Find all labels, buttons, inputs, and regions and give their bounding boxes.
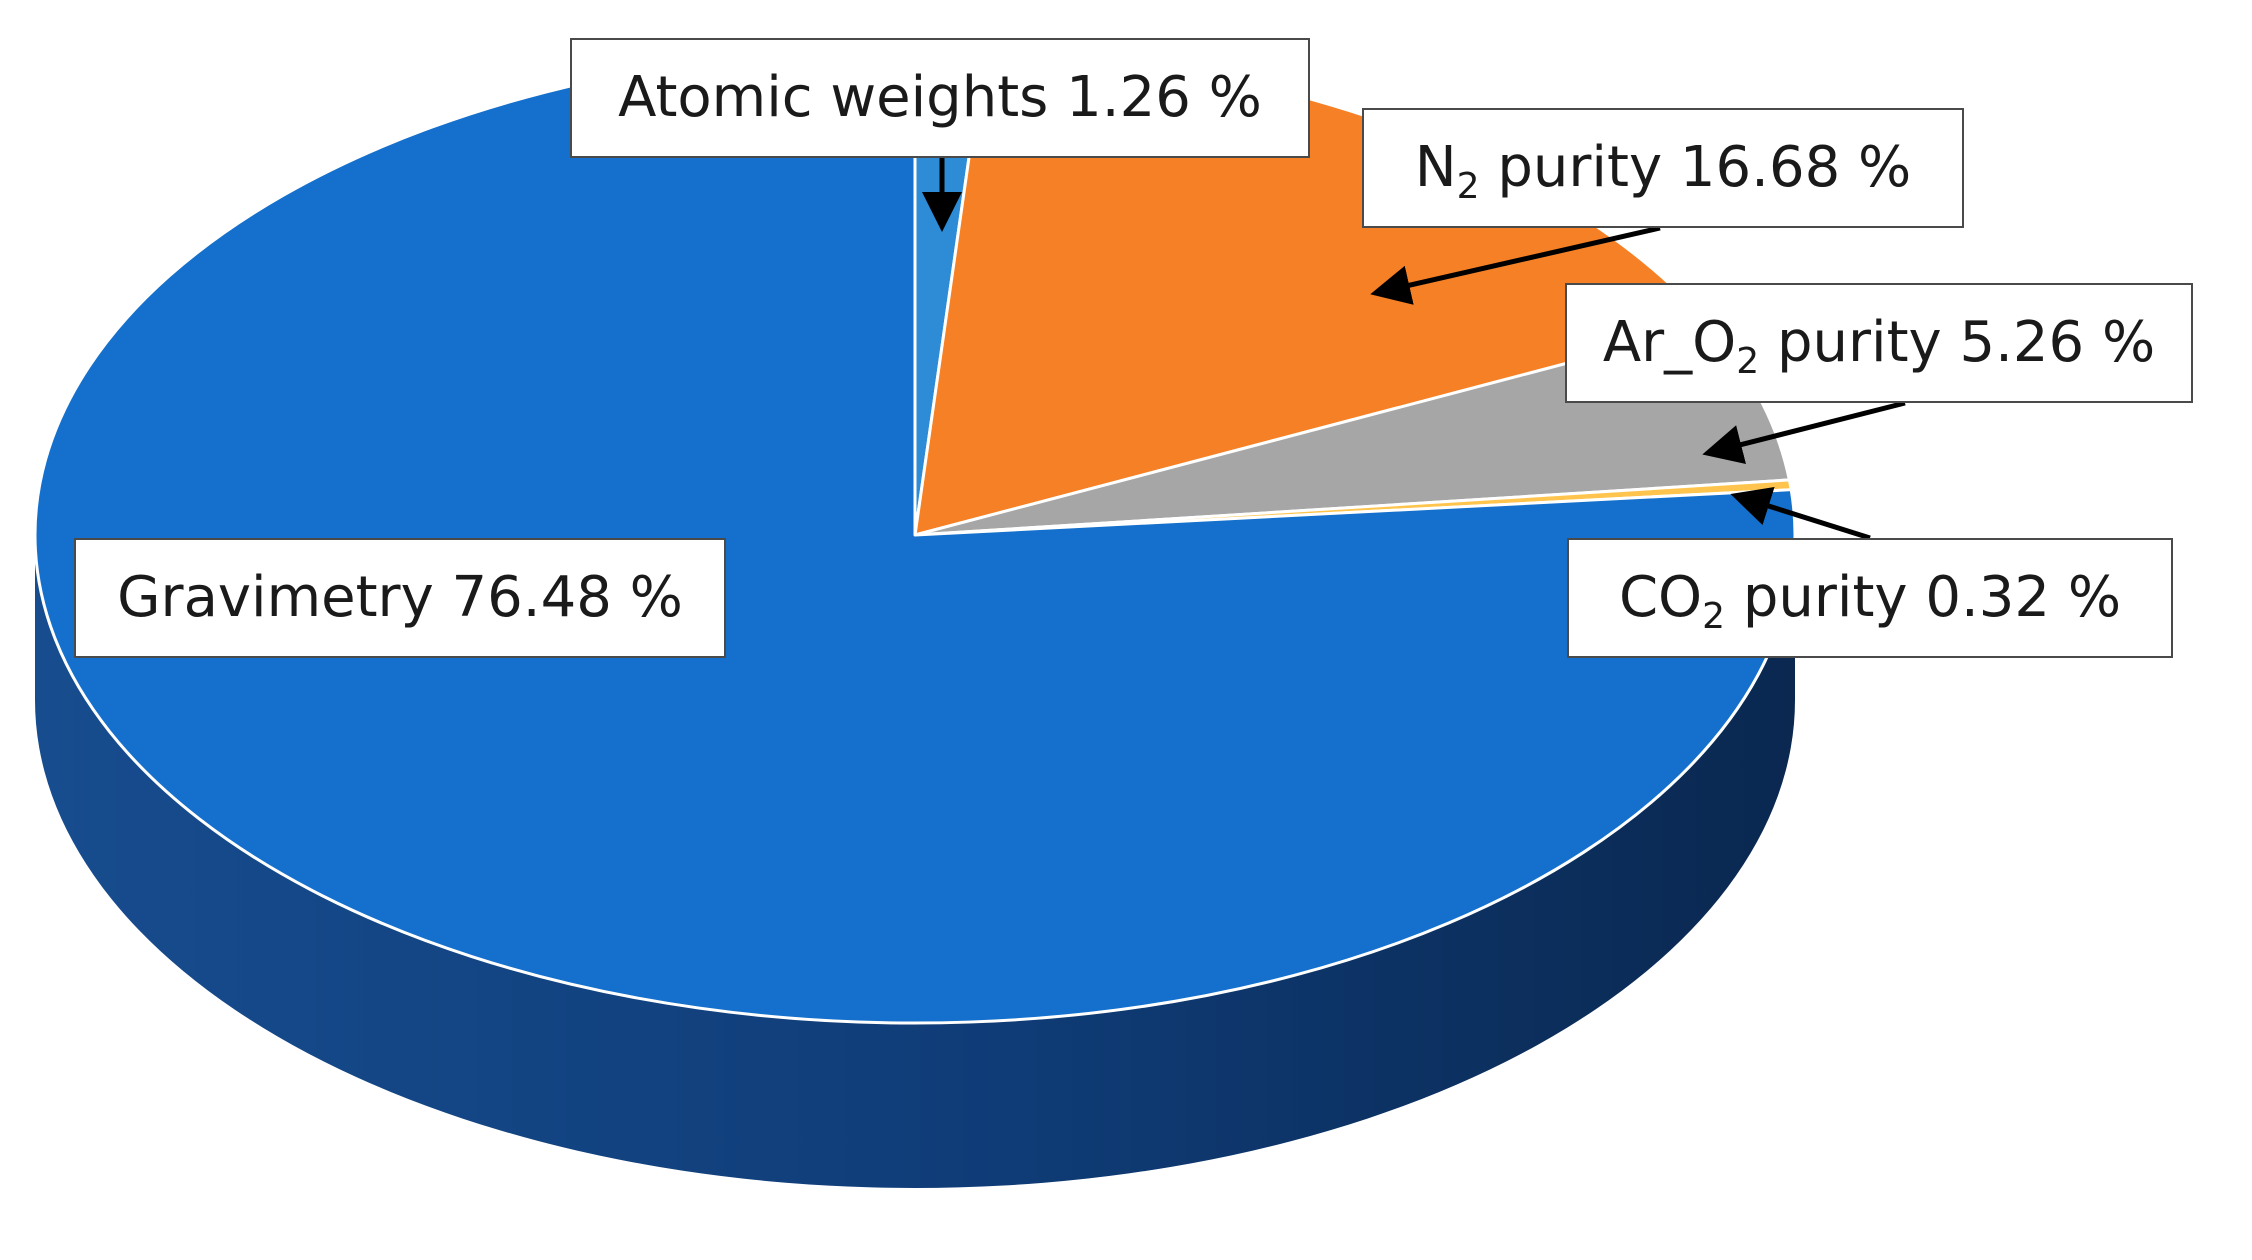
leader-n2-purity: [1370, 225, 1661, 305]
data-label-n2-purity: N2 purity 16.68 %: [1362, 108, 1964, 228]
data-label-text: Gravimetry 76.48 %: [117, 565, 683, 630]
data-label-co2-purity: CO2 purity 0.32 %: [1567, 538, 2173, 658]
data-label-gravimetry: Gravimetry 76.48 %: [74, 538, 726, 658]
data-label-text: CO2 purity 0.32 %: [1618, 565, 2122, 637]
leader-ar-o2-purity: [1702, 400, 1906, 465]
data-label-text: N2 purity 16.68 %: [1414, 135, 1912, 207]
leader-lines: [922, 158, 1906, 541]
pie-side-wall: [35, 535, 1795, 1188]
data-label-ar-o2-purity: Ar_O2 purity 5.26 %: [1565, 283, 2193, 403]
data-label-text: Atomic weights 1.26 %: [618, 65, 1262, 130]
pie-slice-gravimetry: [33, 45, 1797, 1025]
pie-side-wall-gravimetry: [35, 535, 1795, 1188]
data-label-text: Ar_O2 purity 5.26 %: [1602, 310, 2156, 382]
leader-co2-purity: [1730, 486, 1871, 541]
data-label-atomic-weights: Atomic weights 1.26 %: [570, 38, 1310, 158]
